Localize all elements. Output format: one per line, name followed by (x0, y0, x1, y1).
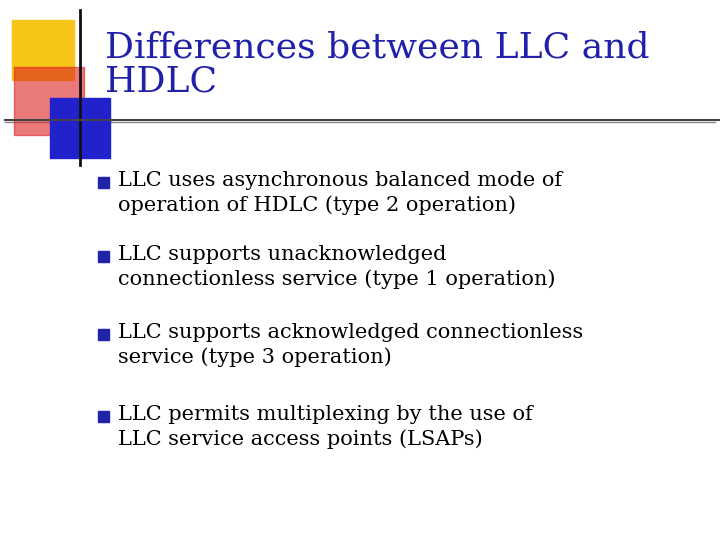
Text: LLC uses asynchronous balanced mode of: LLC uses asynchronous balanced mode of (118, 171, 562, 190)
Text: HDLC: HDLC (105, 65, 217, 99)
Text: LLC permits multiplexing by the use of: LLC permits multiplexing by the use of (118, 405, 533, 424)
FancyBboxPatch shape (14, 67, 84, 135)
Text: connectionless service (type 1 operation): connectionless service (type 1 operation… (118, 269, 556, 289)
Bar (12, 20, 74, 80)
Text: Differences between LLC and: Differences between LLC and (105, 30, 649, 64)
Bar (98, 177, 109, 188)
Bar (50, 98, 110, 158)
Bar (98, 329, 109, 340)
Text: service (type 3 operation): service (type 3 operation) (118, 347, 392, 367)
Text: LLC supports unacknowledged: LLC supports unacknowledged (118, 245, 446, 264)
Text: operation of HDLC (type 2 operation): operation of HDLC (type 2 operation) (118, 195, 516, 215)
Text: LLC supports acknowledged connectionless: LLC supports acknowledged connectionless (118, 323, 583, 342)
Bar (98, 411, 109, 422)
Bar (98, 251, 109, 262)
Text: LLC service access points (LSAPs): LLC service access points (LSAPs) (118, 429, 482, 449)
